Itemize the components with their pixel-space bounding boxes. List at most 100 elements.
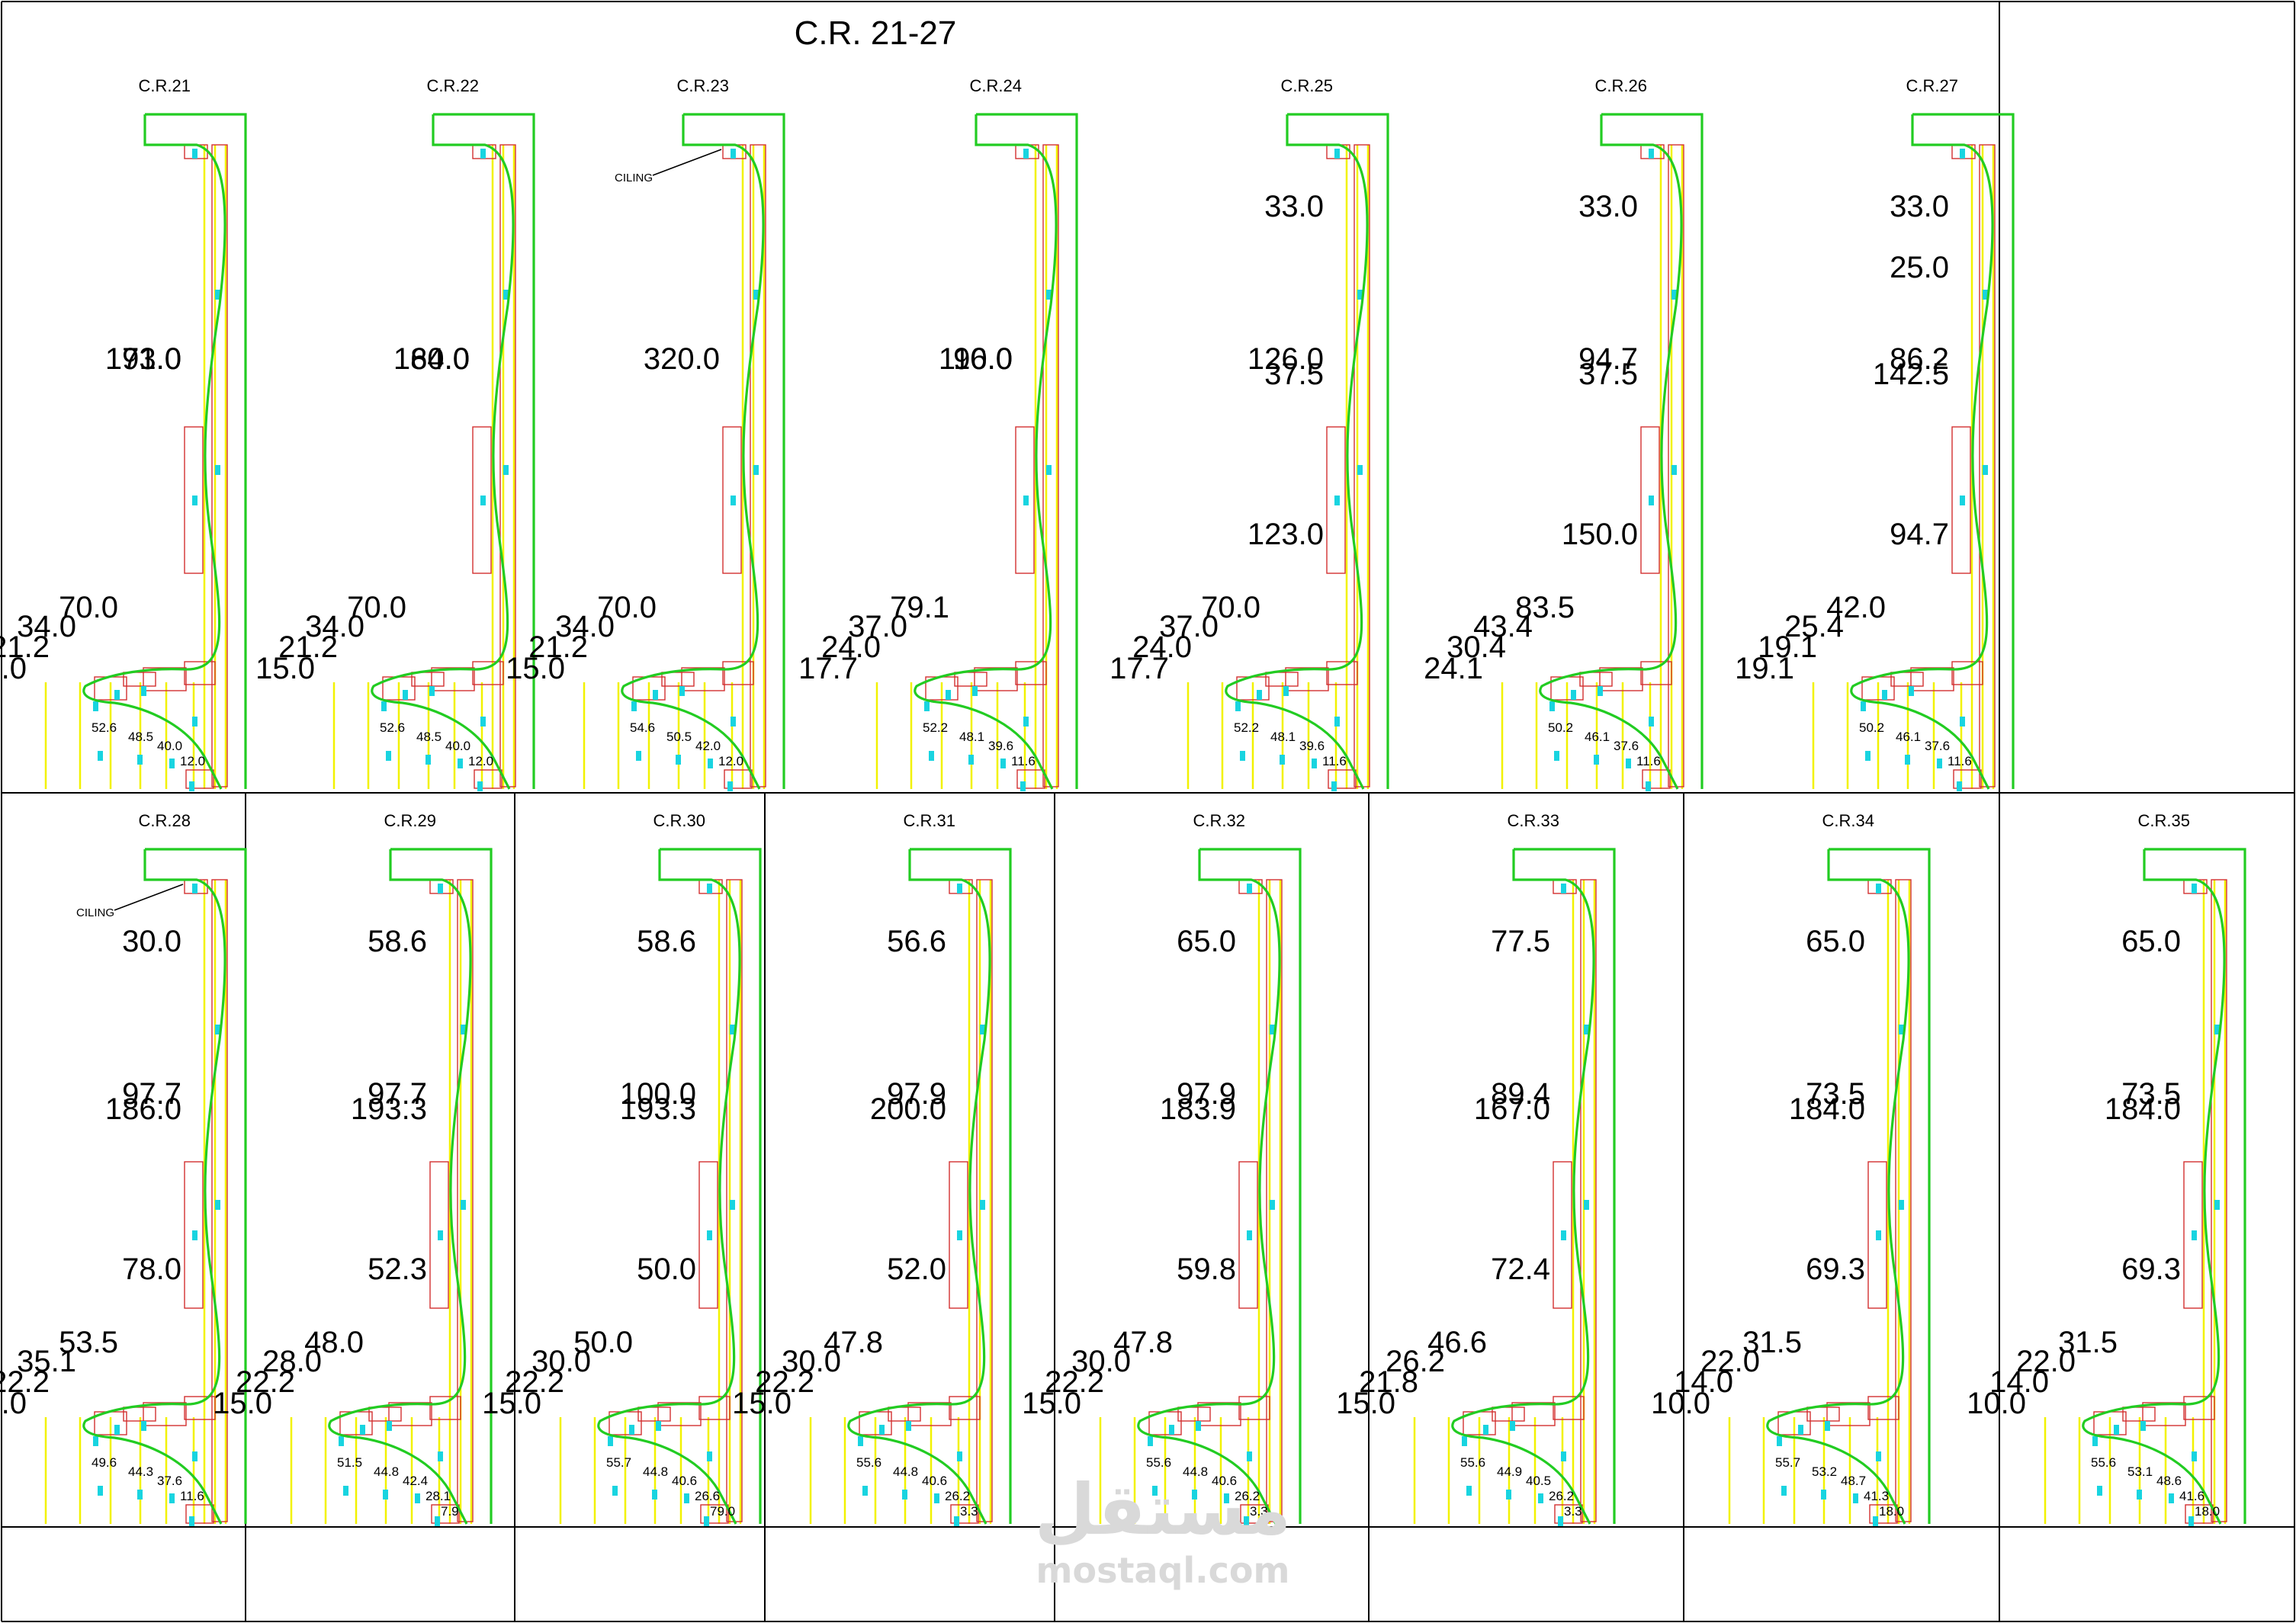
- bottom-dimension: 3.3: [1564, 1504, 1582, 1519]
- frame-box: [657, 1402, 702, 1426]
- element-tag: [1283, 686, 1289, 696]
- dimension-label: 10.0: [1651, 1387, 1710, 1420]
- dimension-label: 73.5: [2121, 1077, 2181, 1111]
- element-tag: [1873, 1516, 1878, 1526]
- element-tag: [93, 1436, 98, 1446]
- element-tag: [753, 290, 759, 300]
- ceiling-leader: [652, 149, 722, 176]
- dimension-label: 50.0: [637, 1253, 696, 1286]
- dimension-label: 97.9: [887, 1077, 946, 1111]
- bottom-dimension: 48.1: [1270, 730, 1296, 744]
- frame-box: [1328, 769, 1357, 789]
- element-tag: [1561, 1230, 1566, 1240]
- profile-curve: [1137, 848, 1302, 1525]
- dimension-label: 22.2: [236, 1365, 295, 1399]
- dimension-label: 15.0: [732, 1387, 792, 1420]
- dimension-label: 15.0: [1336, 1387, 1395, 1420]
- element-tag: [730, 1025, 735, 1034]
- element-tag: [968, 755, 974, 765]
- bottom-dimension: 7.9: [441, 1504, 459, 1519]
- sheet-title: C.R. 21-27: [795, 14, 957, 52]
- section-cr22: C.R.22 164.080.0 70.034.021.215.0 52.6 48.54…: [255, 76, 535, 791]
- frame-box: [949, 1396, 981, 1420]
- frame-box: [1642, 769, 1671, 789]
- element-tag: [980, 1025, 985, 1034]
- bottom-dimension: 55.7: [606, 1455, 631, 1470]
- element-tag: [1983, 465, 1988, 475]
- element-tag: [1334, 496, 1340, 505]
- bottom-dimension: 52.2: [923, 720, 948, 735]
- bottom-dimension: 49.6: [92, 1455, 117, 1470]
- section-name: C.R.29: [384, 811, 436, 830]
- element-tag: [114, 690, 120, 700]
- element-tag: [879, 1425, 885, 1435]
- element-tag: [1247, 1230, 1252, 1240]
- frame-box: [1890, 672, 1924, 687]
- bottom-dimension: 48.6: [2156, 1474, 2182, 1488]
- dimension-label: 150.0: [1562, 518, 1638, 551]
- element-tag: [192, 884, 197, 893]
- element-tag: [1020, 781, 1026, 791]
- profile-curve: [371, 113, 535, 790]
- element-tag: [1240, 751, 1245, 761]
- dimension-label: 42.0: [1826, 591, 1886, 624]
- dimension-label: 25.0: [1890, 251, 1949, 284]
- frame-box: [411, 672, 445, 687]
- element-tag: [1046, 465, 1052, 475]
- element-tag: [2114, 1425, 2119, 1435]
- element-tag: [137, 1490, 143, 1500]
- frame-box: [472, 661, 504, 685]
- element-tag: [1649, 717, 1654, 727]
- dimension-label: 34.0: [555, 610, 615, 643]
- element-tag: [1876, 1230, 1881, 1240]
- bottom-dimension: 44.9: [1497, 1464, 1522, 1479]
- section-name: C.R.26: [1595, 76, 1647, 95]
- element-tag: [386, 751, 391, 761]
- element-tag: [1235, 701, 1241, 711]
- section-name: C.R.33: [1508, 811, 1559, 830]
- dimension-label: 48.0: [304, 1326, 364, 1359]
- dimension-label: 200.0: [870, 1092, 946, 1126]
- element-tag: [1334, 717, 1340, 727]
- element-tag: [2214, 1200, 2220, 1210]
- element-tag: [435, 1516, 440, 1526]
- dimension-label: 94.7: [1578, 342, 1638, 376]
- frame-box: [888, 1406, 921, 1422]
- dimension-label: 35.1: [17, 1345, 76, 1378]
- dimension-label: 58.6: [368, 925, 427, 958]
- element-tag: [929, 751, 934, 761]
- section-cr35: C.R.35 65.0 184.0 69.3 73.5 31.522.014.010.0 5…: [1967, 811, 2246, 1526]
- element-tag: [1023, 149, 1029, 159]
- profile-curve: [328, 848, 493, 1525]
- element-tag: [1312, 759, 1317, 768]
- element-tag: [387, 1421, 392, 1431]
- element-tag: [1598, 686, 1603, 696]
- element-tag: [1196, 1421, 1201, 1431]
- element-tag: [480, 149, 486, 159]
- dimension-label: 22.2: [505, 1365, 564, 1399]
- bottom-dimension: 18.0: [1879, 1504, 1904, 1519]
- element-tag: [631, 701, 637, 711]
- element-tag: [215, 1025, 220, 1034]
- element-tag: [902, 1490, 907, 1500]
- bottom-dimension: 42.4: [403, 1474, 428, 1488]
- dimension-label: 22.2: [0, 1365, 50, 1399]
- bottom-dimension: 12.0: [718, 754, 743, 768]
- frame-box: [472, 426, 492, 574]
- dimension-label: 73.5: [1806, 1077, 1865, 1111]
- element-tag: [1169, 1425, 1174, 1435]
- frame-box: [185, 1504, 214, 1524]
- dimension-label: 30.0: [1071, 1345, 1131, 1378]
- element-tag: [2137, 1490, 2142, 1500]
- element-tag: [169, 759, 175, 768]
- dimension-label: 97.7: [122, 1077, 181, 1111]
- bottom-dimension: 50.2: [1859, 720, 1884, 735]
- dimension-label: 37.5: [1264, 358, 1324, 391]
- section-cr29: C.R.29 58.6 193.3 52.3 97.7 48.028.022.215.0 5…: [213, 811, 493, 1526]
- dimension-label: 19.1: [1758, 630, 1817, 664]
- dimension-label: 97.7: [368, 1077, 427, 1111]
- frame-box: [123, 1406, 156, 1422]
- dimension-label: 70.0: [59, 591, 118, 624]
- element-tag: [503, 290, 509, 300]
